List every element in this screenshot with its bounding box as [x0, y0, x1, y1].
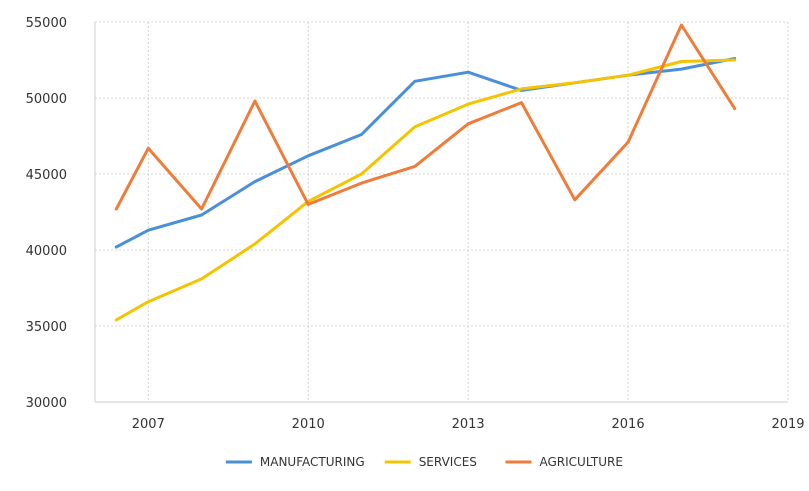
y-tick-label: 30000	[26, 396, 67, 411]
legend-label: SERVICES	[419, 455, 477, 469]
legend-item-manufacturing[interactable]: MANUFACTURING	[225, 455, 365, 469]
axes	[94, 22, 788, 403]
legend-label: AGRICULTURE	[540, 455, 623, 469]
legend: MANUFACTURING SERVICES AGRICULTURE	[225, 455, 623, 469]
x-tick-label: 2016	[612, 417, 645, 432]
y-tick-label: 40000	[26, 244, 67, 259]
legend-label: MANUFACTURING	[260, 455, 365, 469]
x-tick-label: 2019	[771, 417, 804, 432]
y-tick-label: 45000	[26, 168, 67, 183]
grid	[95, 21, 789, 403]
legend-item-agriculture[interactable]: AGRICULTURE	[505, 455, 623, 469]
x-tick-label: 2010	[292, 417, 325, 432]
y-axis-ticks: 30000 35000 40000 45000 50000 55000	[26, 16, 67, 411]
y-tick-label: 35000	[26, 320, 67, 335]
x-tick-label: 2007	[132, 417, 165, 432]
x-axis-ticks: 2007 2010 2013 2016 2019	[132, 417, 805, 432]
series-line-manufacturing	[114, 57, 737, 249]
series-line-services	[114, 58, 737, 322]
y-tick-label: 55000	[26, 16, 67, 31]
x-tick-label: 2013	[452, 417, 485, 432]
legend-item-services[interactable]: SERVICES	[384, 455, 477, 469]
series-line-agriculture	[114, 23, 737, 211]
y-tick-label: 50000	[26, 92, 67, 107]
series-group	[114, 23, 737, 322]
